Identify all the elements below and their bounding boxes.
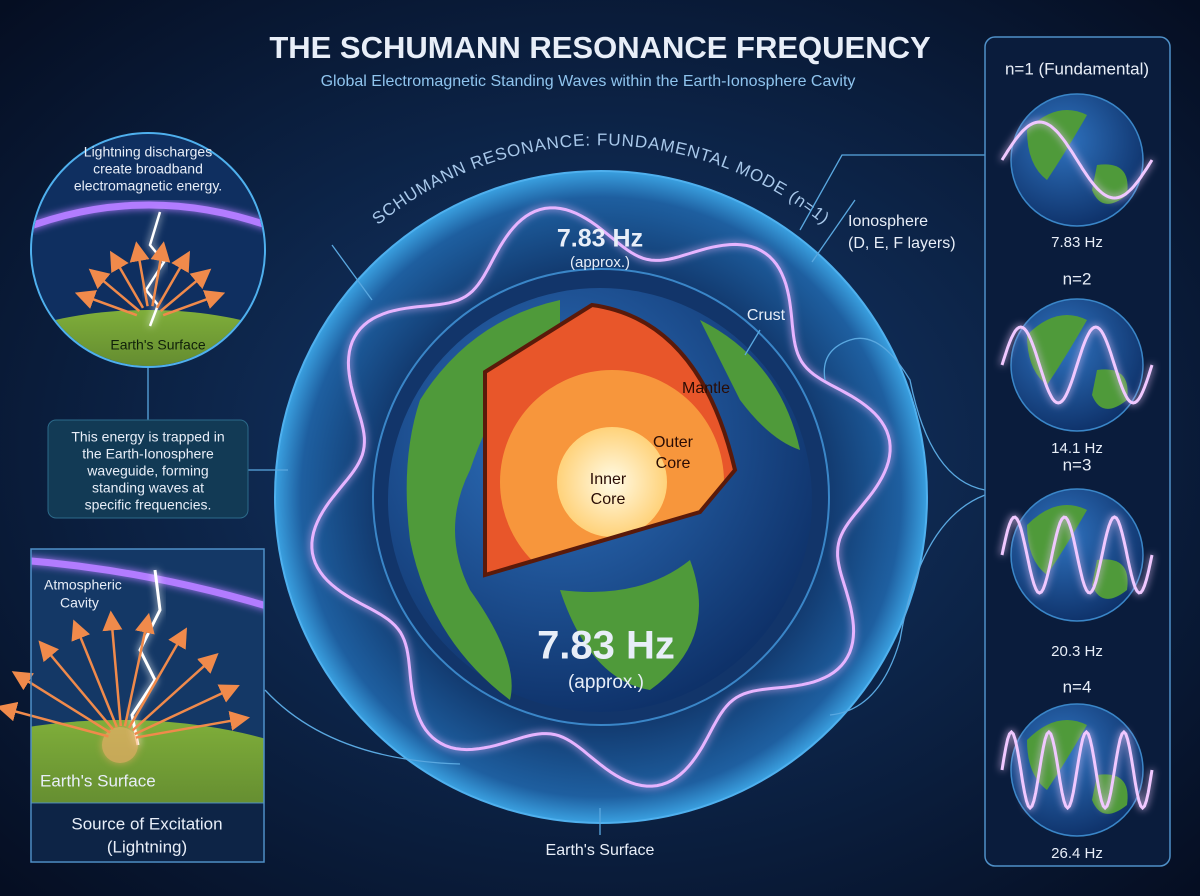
cavity-label: Atmospheric [44,577,122,593]
connector [331,244,373,301]
modes: n=1 (Fundamental) 7.83 Hz n=2 14.1 Hzn=3 20.… [1000,59,1154,862]
outer-core-label: Core [656,455,691,472]
ground [31,720,264,803]
mode-wave [1000,120,1154,200]
mode-wave [1000,325,1154,405]
ionosphere-label: (D, E, F layers) [848,235,956,252]
source-caption: Source of Excitation [71,814,222,833]
continent [1092,164,1128,204]
ionosphere-arc [31,557,264,609]
connector [744,329,761,356]
inner-core-label: Core [591,491,626,508]
mode-label: n=4 [1063,677,1092,696]
energy-arrow [134,684,240,736]
energy-arrow [150,241,171,307]
source-panel [30,548,265,863]
energy-arrow [71,619,118,728]
frequency: 7.83 Hz [537,624,675,668]
continent [406,300,560,700]
energy-arrow [88,268,141,312]
energy-arrow [159,268,212,312]
source-caption: (Lightning) [107,837,187,856]
inner-core-layer [557,427,667,537]
trapped-box [47,419,249,519]
energy-arrow [162,290,226,317]
continent [1027,110,1087,180]
mode-wave [1000,729,1154,811]
mode-frequency: 7.83 Hz [1051,234,1103,251]
mode-label: n=3 [1063,455,1092,474]
energy-arrow [74,290,138,317]
lightning-text: Lightning discharges [84,144,212,160]
mode-label: n=1 (Fundamental) [1005,59,1149,78]
mode-frequency: 20.3 Hz [1051,643,1103,660]
modes-panel [984,36,1171,867]
energy-arrow [129,241,150,307]
connector [823,337,986,491]
mode-frequency: 14.1 Hz [1051,440,1103,457]
lightning-surface-label: Earth's Surface [110,337,205,353]
connectors [147,154,986,835]
energy-arrow [131,653,219,732]
trapped-text: specific frequencies. [85,497,212,513]
crust-label: Crust [747,307,786,324]
wedge-outline [483,302,738,578]
mode-frequency: 26.4 Hz [1051,845,1103,862]
energy-arrows [74,241,226,317]
energy-arrow [102,610,123,727]
energy-arrow [109,250,145,309]
energy-arrow [127,627,187,729]
lightning-circle-border [30,132,266,368]
inner-core-label: Inner [590,471,627,488]
ionosphere-arc [32,201,264,234]
title: THE SCHUMANN RESONANCE FREQUENCY [269,30,931,65]
connector [799,154,985,231]
continent [700,320,800,450]
connector [264,689,461,765]
connector [829,494,986,716]
energy-arrow [155,250,191,309]
trapped-text: waveguide, forming [86,463,208,479]
continent [1027,505,1087,575]
lightning-bolt [144,211,166,327]
energy-arrow [135,711,251,739]
trapped-text: the Earth-Ionosphere [82,446,214,462]
note: (approx.) [568,672,644,693]
energy-arrow [0,701,109,738]
continent [560,560,699,690]
strike-glow [102,727,138,763]
energy-arrow [38,640,114,731]
top-note: (approx.) [570,254,630,271]
lightning-text: electromagnetic energy. [74,178,222,194]
trapped-text: This energy is trapped in [71,429,224,445]
ionosphere-label: Ionosphere [848,213,928,230]
subtitle: Global Electromagnetic Standing Waves wi… [321,73,856,90]
cavity-label: Cavity [60,595,99,611]
mantle-label: Mantle [682,380,730,397]
caption-bg [32,804,263,861]
top-frequency: 7.83 Hz [557,225,643,253]
source-surface-label: Earth's Surface [40,771,156,790]
lightning-text: create broadband [93,161,203,177]
standing-wave [310,206,892,788]
connector [811,199,856,263]
surface-label: Earth's Surface [546,842,655,859]
energy-arrow [123,612,155,727]
trapped-text: standing waves at [92,480,204,496]
mode-label: n=2 [1063,269,1092,288]
mode-wave [1000,515,1154,595]
continent [1027,315,1087,385]
outer-core-label: Outer [653,434,694,451]
continent [1092,559,1128,599]
